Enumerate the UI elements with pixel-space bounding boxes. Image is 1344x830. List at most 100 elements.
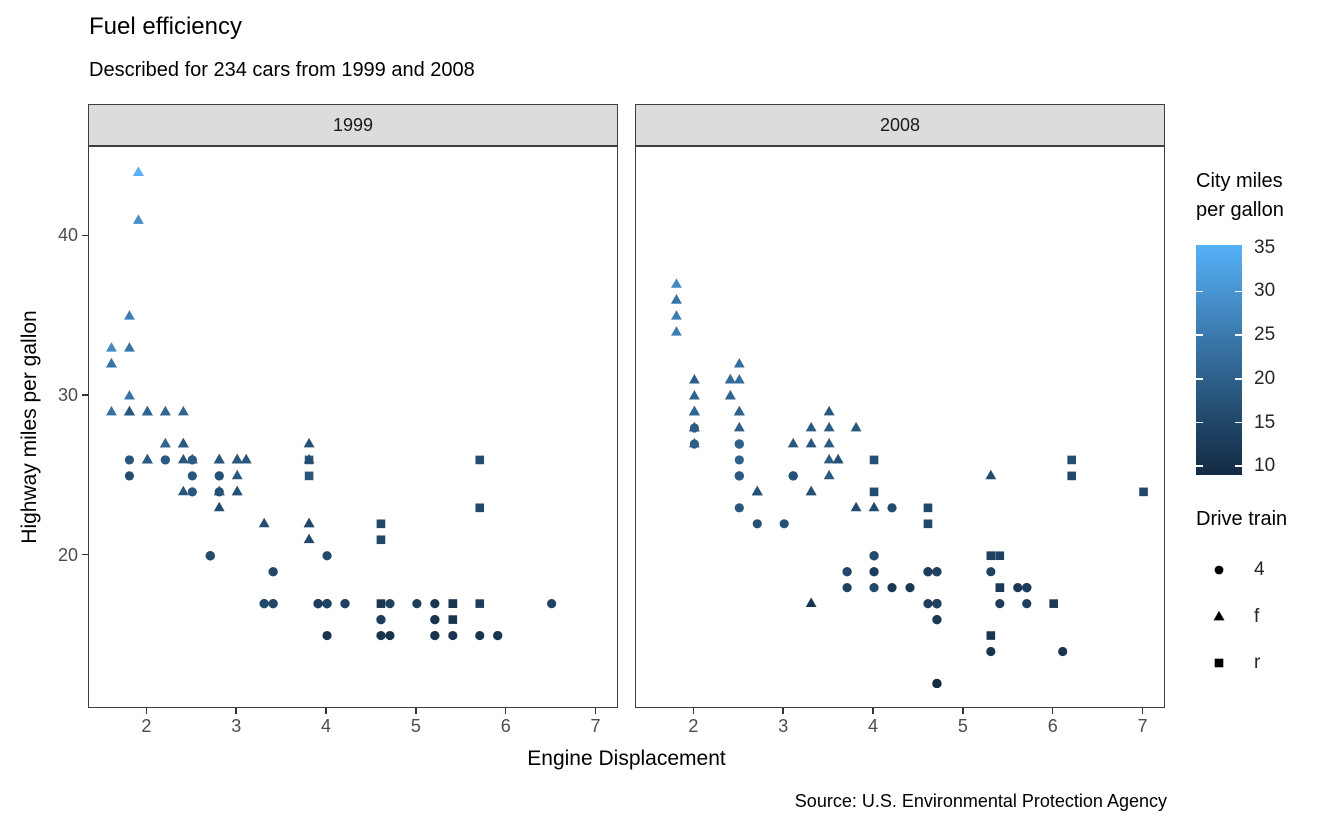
data-point <box>887 583 897 593</box>
data-point <box>493 630 503 641</box>
data-point <box>259 599 269 609</box>
data-point <box>869 487 879 497</box>
data-point <box>986 631 996 640</box>
data-point <box>268 599 278 609</box>
y-tick-mark <box>82 234 88 237</box>
color-legend-title-line1: City miles <box>1196 170 1283 192</box>
data-point <box>106 358 117 368</box>
data-point <box>106 405 117 416</box>
triangle-key-icon <box>1206 604 1232 630</box>
x-tick-mark <box>145 708 148 714</box>
data-point <box>214 471 224 481</box>
x-tick-mark <box>325 708 327 714</box>
x-tick-mark <box>962 708 964 714</box>
colorbar-tick-mark <box>1196 290 1203 293</box>
colorbar-tick-label: 15 <box>1254 411 1276 433</box>
y-tick-label: 30 <box>57 385 78 406</box>
x-tick-label: 5 <box>957 716 968 736</box>
data-point <box>787 437 799 448</box>
data-point <box>303 437 315 448</box>
data-point <box>985 469 997 480</box>
data-point <box>303 453 315 464</box>
y-tick-mark <box>82 394 88 396</box>
data-point <box>385 630 395 641</box>
data-point <box>124 405 135 416</box>
colorbar-tick-label: 30 <box>1254 280 1276 302</box>
data-point <box>376 599 386 608</box>
data-point <box>133 214 144 224</box>
data-point <box>986 567 996 577</box>
data-point <box>303 517 315 528</box>
x-tick-mark <box>872 708 874 714</box>
data-point <box>1049 599 1059 608</box>
data-point <box>1067 455 1076 465</box>
data-point <box>986 551 996 561</box>
data-point <box>850 501 862 512</box>
facet-panel-1999 <box>88 146 618 708</box>
data-point <box>734 471 744 481</box>
x-tick-mark <box>1141 708 1144 714</box>
data-point <box>923 599 933 609</box>
data-point <box>832 453 844 464</box>
data-point <box>313 599 323 609</box>
x-tick-label: 7 <box>1137 716 1148 736</box>
data-point <box>187 487 197 497</box>
data-point <box>868 501 880 512</box>
shape-key-label: 4 <box>1254 559 1265 580</box>
scatter-points-2008 <box>671 278 1148 689</box>
data-point <box>322 630 332 641</box>
color-legend-title-line2: per gallon <box>1196 199 1284 221</box>
data-point <box>887 503 897 513</box>
data-point <box>986 646 996 657</box>
x-tick-mark <box>415 708 417 714</box>
data-point <box>995 583 1005 592</box>
shape-key-label: r <box>1254 652 1261 673</box>
data-point <box>869 583 879 593</box>
data-point <box>671 310 682 320</box>
data-point <box>733 421 745 432</box>
data-point <box>430 614 440 625</box>
data-point <box>475 630 485 641</box>
data-point <box>671 326 682 336</box>
data-point <box>376 519 386 529</box>
facet-strip-label: 1999 <box>332 114 374 135</box>
data-point <box>823 453 835 464</box>
data-point <box>733 374 745 384</box>
data-point <box>141 405 153 416</box>
x-tick-label: 4 <box>868 716 879 736</box>
data-point <box>842 583 852 593</box>
data-point <box>322 599 332 609</box>
data-point <box>376 614 386 625</box>
data-point <box>671 278 682 288</box>
colorbar-tick-mark <box>1196 421 1203 424</box>
data-point <box>106 342 117 352</box>
data-point <box>322 551 332 561</box>
data-point <box>547 599 557 609</box>
data-point <box>688 374 700 384</box>
colorbar-tick-mark <box>1235 290 1242 293</box>
data-point <box>788 471 798 481</box>
data-point <box>205 551 215 561</box>
data-point <box>869 551 879 561</box>
x-tick-label: 4 <box>321 716 332 736</box>
data-point <box>177 485 189 496</box>
data-point <box>213 501 225 512</box>
facet-strip-label: 2008 <box>879 114 921 135</box>
data-point <box>160 455 170 465</box>
data-point <box>688 421 700 432</box>
data-point <box>671 294 682 304</box>
data-point <box>475 599 485 608</box>
x-tick-label: 2 <box>141 716 152 736</box>
data-point <box>159 437 171 448</box>
data-point <box>805 485 817 496</box>
scatter-points-1999 <box>106 166 557 641</box>
colorbar-tick-mark <box>1196 378 1203 380</box>
y-axis-title: Highway miles per gallon <box>18 310 41 544</box>
x-tick-label: 2 <box>688 716 699 736</box>
x-tick-mark <box>1051 708 1054 714</box>
y-tick-label: 40 <box>57 225 78 246</box>
data-point <box>923 567 933 577</box>
data-point <box>475 455 485 465</box>
data-point <box>688 437 700 448</box>
data-point <box>124 389 135 400</box>
